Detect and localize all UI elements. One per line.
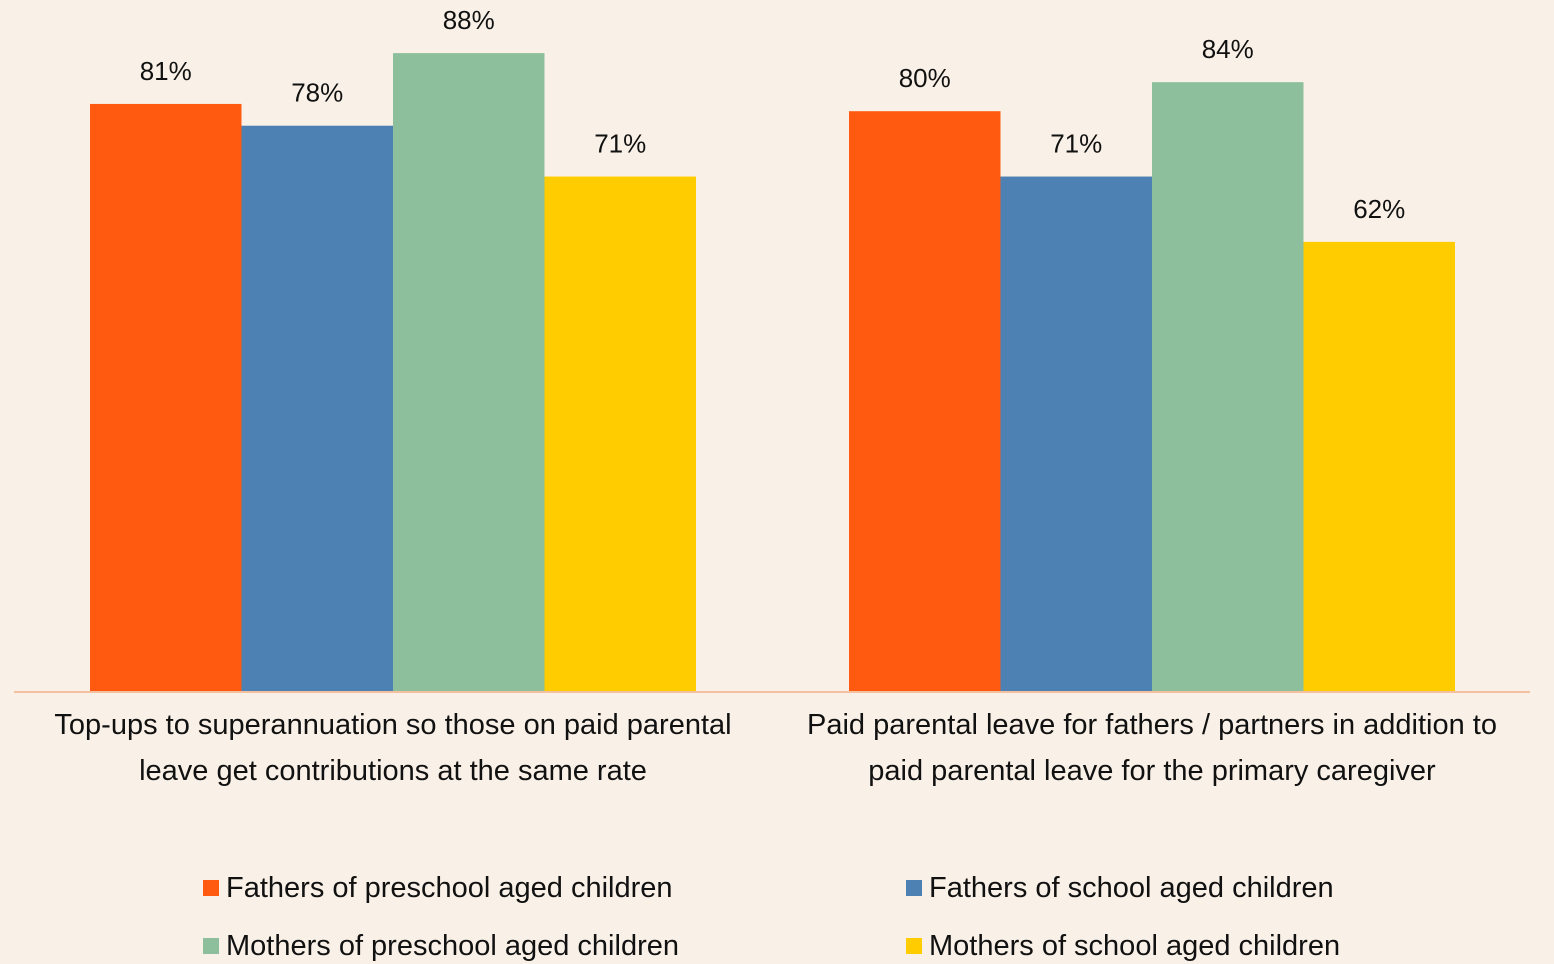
bar bbox=[90, 103, 242, 692]
legend-swatch bbox=[203, 880, 219, 896]
legend-swatch bbox=[906, 938, 922, 954]
legend-swatch bbox=[203, 938, 219, 954]
category-label: Paid parental leave for fathers / partne… bbox=[807, 709, 1497, 787]
bar bbox=[1000, 176, 1152, 693]
data-label: 71% bbox=[594, 129, 646, 159]
data-label: 84% bbox=[1202, 34, 1254, 64]
bar bbox=[1152, 82, 1304, 692]
legend-swatch bbox=[906, 880, 922, 896]
legend-label: Fathers of school aged children bbox=[929, 872, 1334, 904]
legend-label: Mothers of school aged children bbox=[929, 930, 1340, 962]
legend-label: Fathers of preschool aged children bbox=[226, 872, 673, 904]
category-label: Top-ups to superannuation so those on pa… bbox=[54, 709, 732, 787]
bar bbox=[393, 53, 545, 693]
bar bbox=[544, 176, 696, 693]
data-label: 71% bbox=[1050, 129, 1102, 159]
legend-label: Mothers of preschool aged children bbox=[226, 930, 679, 962]
bar bbox=[849, 111, 1001, 692]
bar bbox=[241, 125, 393, 693]
data-label: 81% bbox=[140, 56, 192, 86]
data-label: 78% bbox=[291, 78, 343, 108]
data-label: 88% bbox=[443, 5, 495, 35]
data-label: 80% bbox=[899, 63, 951, 93]
data-label: 62% bbox=[1353, 194, 1405, 224]
bar bbox=[1303, 241, 1455, 692]
